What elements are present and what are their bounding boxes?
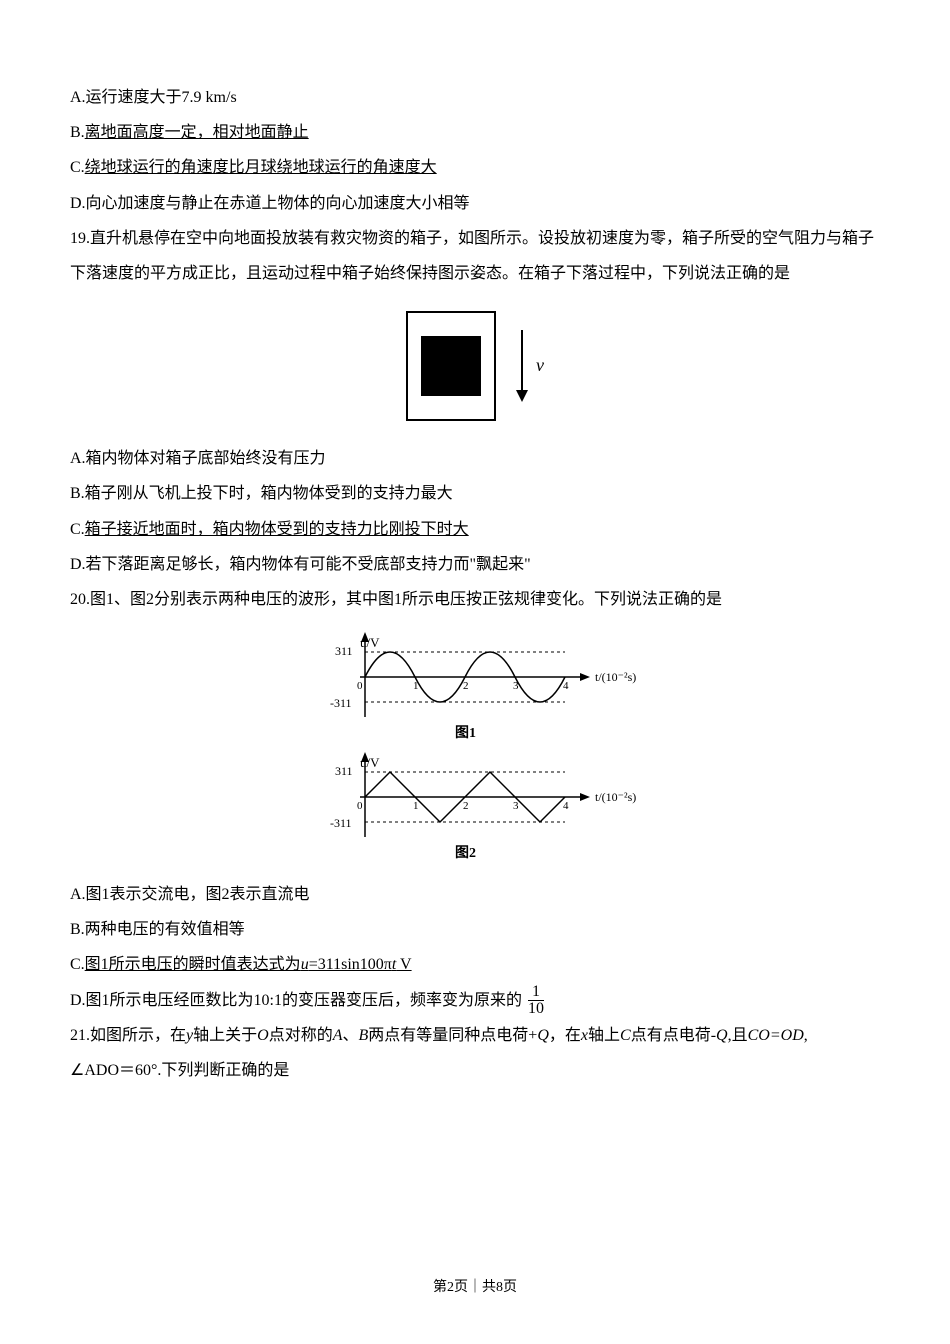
q19-option-b: B.箱子刚从飞机上投下时，箱内物体受到的支持力最大 [70, 476, 880, 511]
q19-c-prefix: C. [70, 521, 85, 538]
q20-option-c: C.图1所示电压的瞬时值表达式为u=311sin100πt V [70, 947, 880, 982]
q20-graphs: u/V 311 -311 0 1 2 3 4 t/(10⁻²s) 图1 u/V [70, 627, 880, 867]
g1-ymax: 311 [335, 644, 353, 658]
g2-ymax: 311 [335, 764, 353, 778]
g2-ymin: -311 [330, 816, 352, 830]
q18-c-text: 绕地球运行的角速度比月球绕地球运行的角速度大 [85, 159, 437, 176]
g1-xlabel: t/(10⁻²s) [595, 670, 636, 684]
q18-option-a: A.运行速度大于7.9 km/s [70, 80, 880, 115]
q19-box-inner [421, 336, 481, 396]
q20-c-underline: 图1所示电压的瞬时值表达式为u=311sin100πt V [85, 956, 412, 973]
q19-figure: v [70, 311, 880, 421]
q20-option-b: B.两种电压的有效值相等 [70, 912, 880, 947]
svg-text:2: 2 [463, 680, 469, 692]
q20-stem: 20.图1、图2分别表示两种电压的波形，其中图1所示电压按正弦规律变化。下列说法… [70, 582, 880, 617]
svg-text:0: 0 [357, 800, 363, 812]
svg-text:1: 1 [413, 800, 419, 812]
q18-option-d: D.向心加速度与静止在赤道上物体的向心加速度大小相等 [70, 186, 880, 221]
svg-text:2: 2 [463, 800, 469, 812]
q19-arrow-line [521, 330, 523, 390]
svg-text:4: 4 [563, 680, 569, 692]
g1-ymin: -311 [330, 696, 352, 710]
q20-d-pre: D.图1所示电压经匝数比为10:1的变压器变压后，频率变为原来的 [70, 992, 522, 1009]
svg-text:4: 4 [563, 800, 569, 812]
q19-arrow-label: v [536, 346, 544, 386]
q19-c-text: 箱子接近地面时，箱内物体受到的支持力比刚投下时大 [85, 521, 469, 538]
q19-figure-row: v [406, 311, 544, 421]
svg-text:0: 0 [357, 680, 363, 692]
q19-arrow [516, 330, 528, 402]
q21-stem: 21.如图所示，在y轴上关于O点对称的A、B两点有等量同种点电荷+Q，在x轴上C… [70, 1018, 880, 1053]
q19-option-c: C.箱子接近地面时，箱内物体受到的支持力比刚投下时大 [70, 512, 880, 547]
q19-option-a: A.箱内物体对箱子底部始终没有压力 [70, 441, 880, 476]
q20-graph-svg: u/V 311 -311 0 1 2 3 4 t/(10⁻²s) 图1 u/V [305, 627, 645, 867]
g1-label: 图1 [455, 725, 476, 741]
q21-stem-line2: ∠ADO＝60°.下列判断正确的是 [70, 1053, 880, 1088]
q18-option-b: B.离地面高度一定，相对地面静止 [70, 115, 880, 150]
q19-option-d: D.若下落距离足够长，箱内物体有可能不受底部支持力而"飘起来" [70, 547, 880, 582]
svg-text:3: 3 [513, 800, 519, 812]
page-footer: 第2页｜共8页 [0, 1273, 950, 1304]
q18-c-prefix: C. [70, 159, 85, 176]
q18-option-c: C.绕地球运行的角速度比月球绕地球运行的角速度大 [70, 150, 880, 185]
g2-xlabel: t/(10⁻²s) [595, 790, 636, 804]
q20-option-a: A.图1表示交流电，图2表示直流电 [70, 877, 880, 912]
q19-box-outer [406, 311, 496, 421]
q18-b-text: 离地面高度一定，相对地面静止 [85, 124, 309, 141]
q19-stem: 19.直升机悬停在空中向地面投放装有救灾物资的箱子，如图所示。设投放初速度为零，… [70, 221, 880, 291]
q18-b-prefix: B. [70, 124, 85, 141]
q20-option-d: D.图1所示电压经匝数比为10:1的变压器变压后，频率变为原来的110 [70, 983, 880, 1018]
q20-d-fraction: 110 [524, 984, 548, 1017]
q19-arrow-head [516, 390, 528, 402]
q20-c-prefix: C. [70, 956, 85, 973]
g2-label: 图2 [455, 845, 476, 861]
